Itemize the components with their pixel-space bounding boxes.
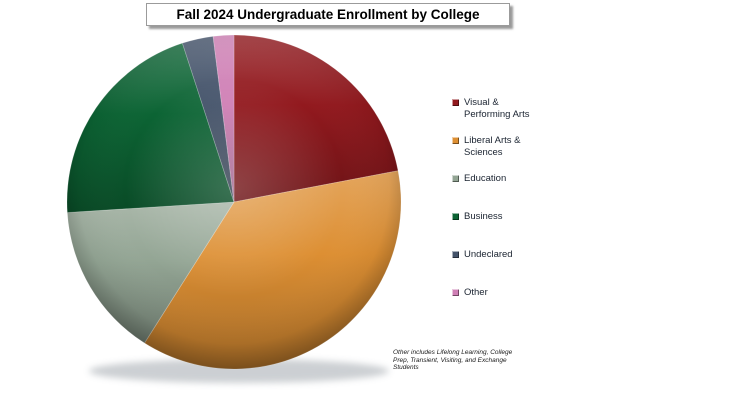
legend-item-business: Business xyxy=(452,211,562,249)
legend-item-other: Other xyxy=(452,287,562,325)
chart-title: Fall 2024 Undergraduate Enrollment by Co… xyxy=(146,3,510,26)
legend-label: Business xyxy=(464,211,503,222)
legend-swatch-liberal-arts-sciences xyxy=(452,137,459,144)
legend-label: Visual & Performing Arts xyxy=(464,97,530,120)
legend: Visual & Performing Arts Liberal Arts & S… xyxy=(452,97,562,325)
legend-item-education: Education xyxy=(452,173,562,211)
legend-label: Education xyxy=(464,173,507,184)
legend-label: Other xyxy=(464,287,488,298)
legend-swatch-business xyxy=(452,213,459,220)
legend-swatch-visual-performing-arts xyxy=(452,99,459,106)
legend-swatch-other xyxy=(452,289,459,296)
legend-label: Undeclared xyxy=(464,249,513,260)
legend-swatch-undeclared xyxy=(452,251,459,258)
legend-item-liberal-arts-sciences: Liberal Arts & Sciences xyxy=(452,135,562,173)
legend-swatch-education xyxy=(452,175,459,182)
legend-label: Liberal Arts & Sciences xyxy=(464,135,521,158)
legend-item-undeclared: Undeclared xyxy=(452,249,562,287)
chart-footnote: Other includes Lifelong Learning, Colleg… xyxy=(393,349,513,371)
legend-item-visual-performing-arts: Visual & Performing Arts xyxy=(452,97,562,135)
